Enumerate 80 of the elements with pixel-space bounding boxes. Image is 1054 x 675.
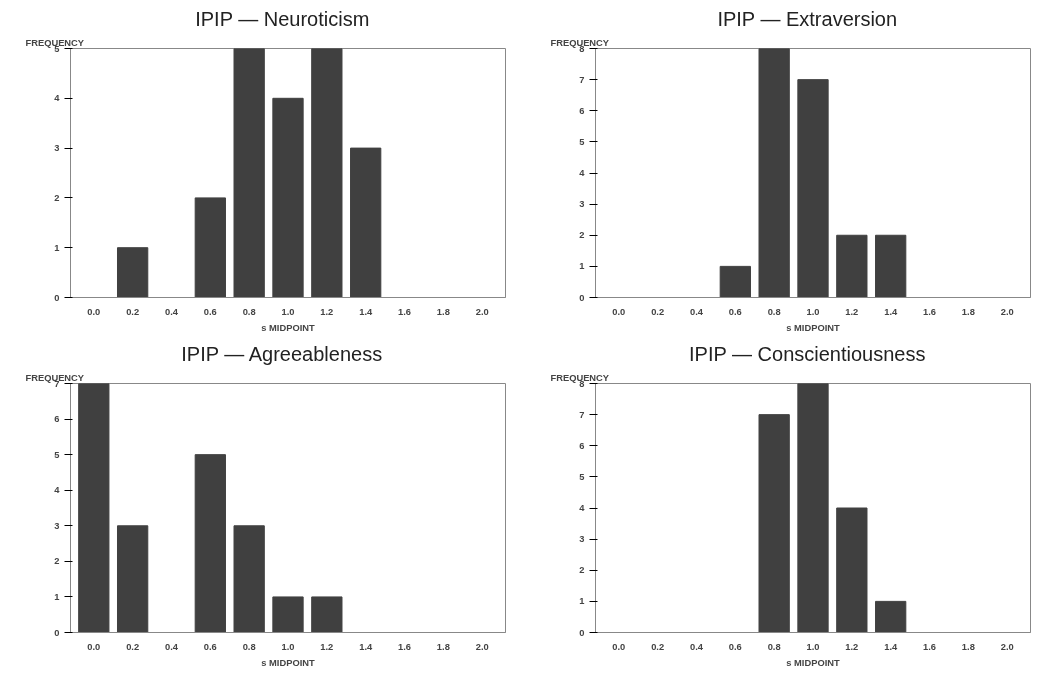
x-tick-label: 0.0: [87, 306, 101, 317]
x-tick-label: 1.6: [923, 306, 936, 317]
x-tick-label: 0.8: [242, 306, 256, 317]
y-tick-label: 2: [54, 192, 60, 203]
x-tick-label: 1.8: [436, 306, 450, 317]
x-tick-label: 1.6: [398, 641, 411, 652]
y-tick-label: 2: [579, 565, 585, 576]
x-tick-label: 1.2: [845, 306, 859, 317]
x-tick-label: 1.0: [806, 306, 820, 317]
x-axis-title: s MIDPOINT: [786, 322, 840, 333]
y-tick-label: 6: [54, 414, 60, 425]
x-axis-title: s MIDPOINT: [786, 657, 840, 668]
y-tick-label: 0: [54, 292, 60, 303]
y-tick-label: 1: [54, 591, 60, 602]
x-tick-label: 0.2: [651, 306, 665, 317]
y-tick-label: 5: [579, 471, 585, 482]
x-tick-label: 0.2: [126, 641, 140, 652]
y-tick-label: 5: [54, 449, 60, 460]
y-tick-label: 6: [579, 105, 585, 116]
x-tick-label: 1.6: [398, 306, 411, 317]
x-tick-label: 0.4: [690, 641, 704, 652]
y-tick-label: 1: [54, 242, 60, 253]
y-tick-label: 1: [579, 596, 585, 607]
x-tick-label: 0.4: [690, 306, 704, 317]
y-tick-label: 0: [579, 292, 585, 303]
x-tick-label: 0.8: [767, 306, 781, 317]
y-tick-label: 3: [54, 143, 60, 154]
y-tick-label: 1: [579, 261, 585, 272]
x-tick-label: 0.6: [203, 641, 217, 652]
x-tick-label: 1.4: [884, 641, 898, 652]
x-tick-label: 0.4: [165, 641, 179, 652]
y-tick-label: 0: [579, 627, 585, 638]
chart-title: IPIP — Neuroticism: [195, 7, 370, 30]
chart-title: IPIP — Conscientiousness: [689, 342, 926, 365]
y-tick-label: 5: [579, 136, 585, 147]
x-tick-label: 1.8: [436, 641, 450, 652]
y-tick-label: 3: [54, 520, 60, 531]
x-tick-label: 1.0: [281, 641, 295, 652]
x-tick-label: 1.4: [359, 641, 373, 652]
y-tick-label: 4: [579, 503, 586, 513]
x-tick-label: 0.8: [242, 641, 256, 652]
x-tick-label: 1.0: [806, 641, 820, 652]
x-tick-label: 0.0: [87, 641, 101, 652]
y-tick-label: 4: [579, 168, 586, 178]
y-tick-label: 0: [54, 627, 60, 638]
x-tick-label: 1.4: [359, 306, 373, 317]
x-tick-label: 1.4: [884, 306, 898, 317]
x-tick-label: 0.8: [767, 641, 781, 652]
y-tick-label: 3: [579, 199, 585, 210]
chart-title: IPIP — Agreeableness: [181, 342, 383, 365]
y-tick-label: 2: [579, 230, 585, 241]
x-tick-label: 0.6: [728, 641, 742, 652]
chart-title: IPIP — Extraversion: [717, 7, 898, 30]
y-tick-label: 4: [54, 485, 61, 496]
y-tick-label: 7: [579, 409, 585, 420]
x-tick-label: 0.0: [612, 641, 626, 652]
y-tick-label: 3: [579, 534, 585, 545]
x-tick-label: 0.2: [126, 306, 140, 317]
x-tick-label: 1.2: [320, 306, 334, 317]
y-tick-label: 6: [579, 440, 585, 451]
x-tick-label: 2.0: [475, 306, 489, 317]
x-tick-label: 1.0: [281, 306, 295, 317]
x-axis-title: s MIDPOINT: [261, 657, 315, 668]
x-tick-label: 0.6: [728, 306, 742, 317]
x-tick-label: 2.0: [1000, 641, 1014, 652]
x-tick-label: 2.0: [475, 641, 489, 652]
x-tick-label: 0.6: [203, 306, 217, 317]
y-tick-label: 2: [54, 556, 60, 567]
y-tick-label: 4: [54, 93, 61, 104]
x-tick-label: 1.2: [845, 641, 859, 652]
x-tick-label: 2.0: [1000, 306, 1014, 317]
x-tick-label: 1.2: [320, 641, 334, 652]
x-tick-label: 1.8: [961, 306, 975, 317]
x-tick-label: 1.6: [923, 641, 936, 652]
x-tick-label: 1.8: [961, 641, 975, 652]
x-tick-label: 0.2: [651, 641, 665, 652]
x-axis-title: s MIDPOINT: [261, 322, 315, 333]
x-tick-label: 0.0: [612, 306, 626, 317]
x-tick-label: 0.4: [165, 306, 179, 317]
y-tick-label: 7: [579, 74, 585, 85]
